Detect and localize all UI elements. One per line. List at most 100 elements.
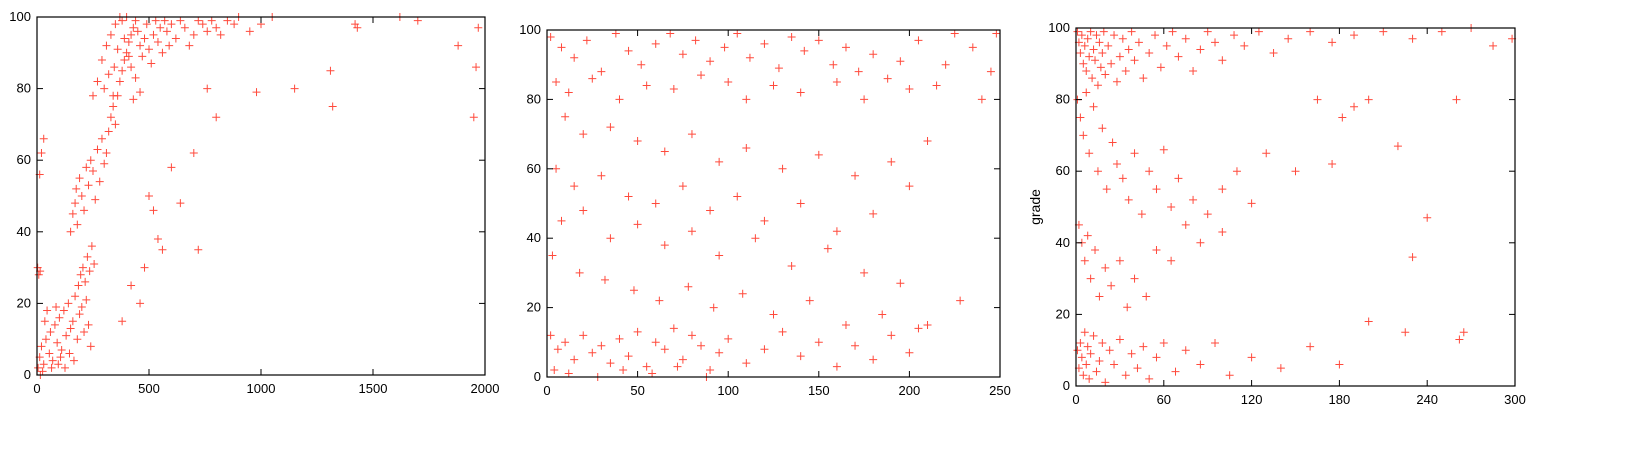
data-point [167,20,176,29]
data-point [564,88,573,97]
data-point [914,36,923,45]
data-point [86,342,95,351]
data-point [1086,27,1095,36]
data-point [1364,95,1373,104]
data-point [570,53,579,62]
data-point [40,317,49,326]
data-point [53,338,62,347]
data-point [290,84,299,93]
data-point [1291,167,1300,176]
data-point [1115,335,1124,344]
data-point [171,34,180,43]
data-point [1152,353,1161,362]
y-tick-label: 60 [527,161,541,176]
data-point [977,95,986,104]
data-point [230,20,239,29]
chart-2-points [546,29,1001,381]
data-point [869,209,878,218]
data-point [106,30,115,39]
data-point [131,73,140,82]
data-point [706,57,715,66]
data-point [923,320,932,329]
x-tick-label: 50 [630,383,644,398]
data-point [1145,49,1154,58]
data-point [149,30,158,39]
data-point [1156,63,1165,72]
data-point [760,39,769,48]
data-point [720,43,729,52]
data-point [841,43,850,52]
data-point [124,38,133,47]
data-point [1151,31,1160,40]
data-point [122,48,131,57]
data-point [1139,342,1148,351]
data-point [1152,185,1161,194]
data-point [65,349,74,358]
data-point [1408,253,1417,262]
data-point [1489,41,1498,50]
data-point [1196,238,1205,247]
data-point [97,55,106,64]
data-point [860,268,869,277]
data-point [814,338,823,347]
data-point [120,34,129,43]
data-point [1076,339,1085,348]
data-point [127,281,136,290]
data-point [82,163,91,172]
data-point [93,145,102,154]
data-point [1130,149,1139,158]
data-point [687,227,696,236]
data-point [1085,149,1094,158]
data-point [1115,52,1124,61]
data-point [78,263,87,272]
data-point [1254,27,1263,36]
data-point [733,192,742,201]
data-point [706,366,715,375]
data-point [1134,38,1143,47]
data-point [151,16,160,25]
y-axis-label: grade [1027,189,1043,225]
data-point [905,182,914,191]
data-point [77,192,86,200]
data-point [648,369,657,378]
data-point [127,30,136,39]
x-tick-label: 500 [138,381,160,396]
chart-1-points [33,13,483,379]
data-point [48,356,57,365]
data-point [131,16,140,25]
data-point [1181,34,1190,43]
data-point [39,360,48,369]
data-point [1145,167,1154,176]
data-point [1082,66,1091,75]
data-point [1159,339,1168,348]
data-point [138,52,147,61]
data-point [1107,281,1116,290]
data-point [624,192,633,201]
data-point [724,78,733,87]
data-point [1085,374,1094,383]
chart-1-frame [36,16,486,376]
data-point [1306,27,1315,36]
data-point [180,23,189,32]
data-point [194,16,203,25]
data-point [80,328,89,337]
y-tick-label: 60 [1056,163,1070,178]
data-point [629,286,638,295]
chart-2-frame [546,29,1001,378]
data-point [176,199,185,208]
data-point [1089,331,1098,340]
data-point [37,342,46,351]
data-point [669,324,678,333]
data-point [1423,213,1432,222]
data-point [557,216,566,225]
data-point [956,296,965,305]
x-tick-label: 2000 [471,381,500,396]
data-point [655,296,664,305]
data-point [136,88,145,97]
data-point [575,268,584,277]
data-point [1093,81,1102,90]
data-point [1088,74,1097,83]
data-point [796,352,805,361]
x-tick-label: 60 [1157,392,1171,407]
data-point [1196,45,1205,54]
